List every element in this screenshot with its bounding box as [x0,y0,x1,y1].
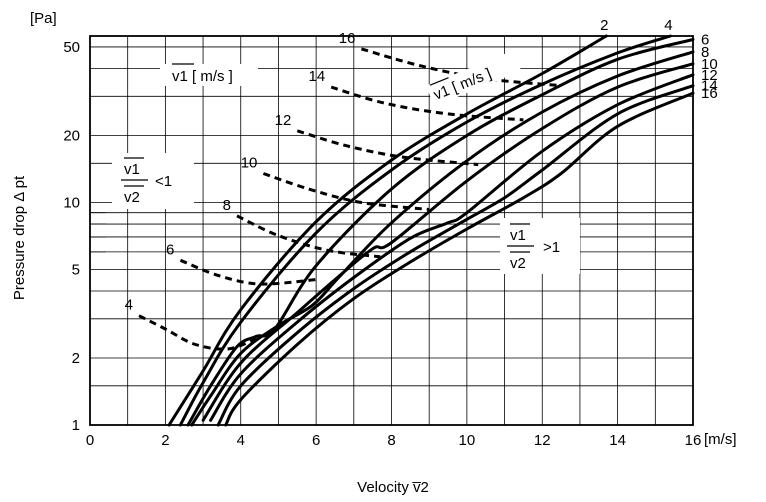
ratio-gt-sign: >1 [543,239,560,256]
v1-label-right-overline [429,77,449,86]
axis-label-layer: [Pa] [m/s] Velocity v̅2 Pressure drop Δ … [11,10,737,496]
x-tick-label: 14 [609,432,626,449]
series-label-solid-12: 12 [701,67,718,84]
series-line-solid-16 [224,91,695,427]
x-tick-label: 2 [161,432,169,449]
x-unit-label: [m/s] [704,431,737,448]
series-line-dashed-10 [262,172,430,211]
series-label-dashed-12: 12 [275,112,292,129]
series-line-dashed-8 [236,214,381,259]
x-tick-label: 6 [312,432,320,449]
series-line-solid-2 [167,34,608,427]
ratio-lt-sign: <1 [155,173,172,190]
series-label-dashed-10: 10 [241,155,258,172]
v1-label-left: v1 [ m/s ] [172,68,233,85]
series-line-dashed-14 [330,85,524,122]
ratio-lt-denominator: v2 [124,189,140,206]
series-label-solid-2: 2 [600,17,608,34]
series-label-solid-6: 6 [701,32,709,49]
series-label-dashed-16: 16 [339,30,356,47]
series-line-solid-14 [216,84,695,427]
y-tick-label: 10 [63,194,80,211]
series-label-solid-10: 10 [701,56,718,73]
y-tick-label: 50 [63,39,80,56]
x-tick-label: 12 [534,432,551,449]
annotation-layer: v1 [ m/s ] v1 [ m/s ] v1 v2 <1 v1 v2 >1 [112,50,580,274]
series-label-solid-4: 4 [664,17,672,34]
x-tick-label: 8 [387,432,395,449]
y-unit-label: [Pa] [30,10,57,27]
y-axis-label: Pressure drop Δ pt [11,175,28,300]
v1-label-left-bg [160,64,258,86]
x-axis-label: Velocity v̅2 [357,479,429,496]
ratio-gt-denominator: v2 [510,255,526,272]
x-tick-label: 0 [86,432,94,449]
ratio-lt-bg [112,153,194,209]
y-tick-label: 5 [72,261,80,278]
series-label-dashed-14: 14 [309,68,326,85]
x-tick-label: 10 [459,432,476,449]
series-label-dashed-6: 6 [166,241,174,258]
series-label-solid-8: 8 [701,44,709,61]
y-tick-label: 20 [63,127,80,144]
v1-label-right-bg [425,50,522,107]
series-line-solid-12 [209,73,695,422]
series-line-dashed-6 [179,258,317,286]
series-label-dashed-4: 4 [125,297,133,314]
x-tick-label: 16 [685,432,702,449]
ratio-gt-numerator: v1 [510,227,526,244]
series-label-solid-16: 16 [701,85,718,102]
series-line-solid-10 [201,62,695,422]
series-label-solid-14: 14 [701,78,718,95]
y-tick-label: 1 [72,417,80,434]
x-tick-label: 4 [237,432,245,449]
ratio-lt-numerator: v1 [124,161,140,178]
series-label-dashed-8: 8 [223,197,231,214]
series-line-solid-6 [186,38,695,427]
y-tick-label: 2 [72,350,80,367]
series-line-solid-8 [190,50,695,427]
series-line-solid-4 [178,34,672,427]
